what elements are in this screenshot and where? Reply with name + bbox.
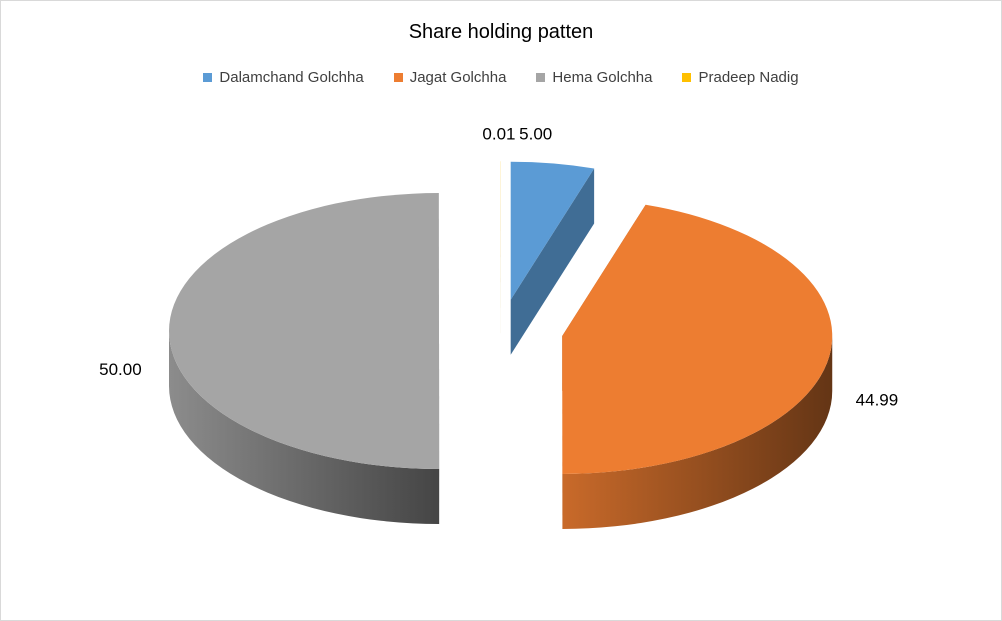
legend-label: Jagat Golchha bbox=[409, 69, 507, 86]
slice-hema-golchha bbox=[168, 193, 440, 470]
legend-swatch bbox=[682, 73, 692, 82]
legend-item-dalamchand-golchha: Dalamchand Golchha bbox=[203, 69, 364, 86]
data-label-pradeep-nadig: 0.01 bbox=[482, 124, 515, 143]
chart-title: Share holding patten bbox=[408, 21, 594, 43]
data-label-dalamchand-golchha: 5.00 bbox=[519, 125, 552, 144]
legend-swatch bbox=[203, 73, 213, 82]
chart-legend: Dalamchand Golchha Jagat Golchha Hema Go… bbox=[1, 69, 1001, 86]
legend-item-hema-golchha: Hema Golchha bbox=[536, 69, 652, 86]
slice-dalamchand-golchha bbox=[510, 161, 595, 300]
slice-jagat-golchha bbox=[562, 204, 833, 474]
legend-label: Pradeep Nadig bbox=[698, 69, 799, 86]
slice-side-hema-golchha bbox=[169, 331, 440, 525]
slice-side-jagat-golchha bbox=[562, 335, 833, 529]
slice-wall-dalamchand-golchha bbox=[510, 168, 595, 355]
legend-swatch bbox=[536, 73, 546, 82]
legend-label: Hema Golchha bbox=[552, 69, 653, 86]
pie-top-layer bbox=[168, 161, 833, 474]
data-label-hema-golchha: 50.00 bbox=[99, 360, 142, 379]
data-label-jagat-golchha: 44.99 bbox=[856, 390, 899, 409]
legend-item-pradeep-nadig: Pradeep Nadig bbox=[682, 69, 799, 86]
legend-item-jagat-golchha: Jagat Golchha bbox=[393, 69, 507, 86]
legend-swatch bbox=[393, 73, 403, 82]
legend-label: Dalamchand Golchha bbox=[219, 69, 364, 86]
